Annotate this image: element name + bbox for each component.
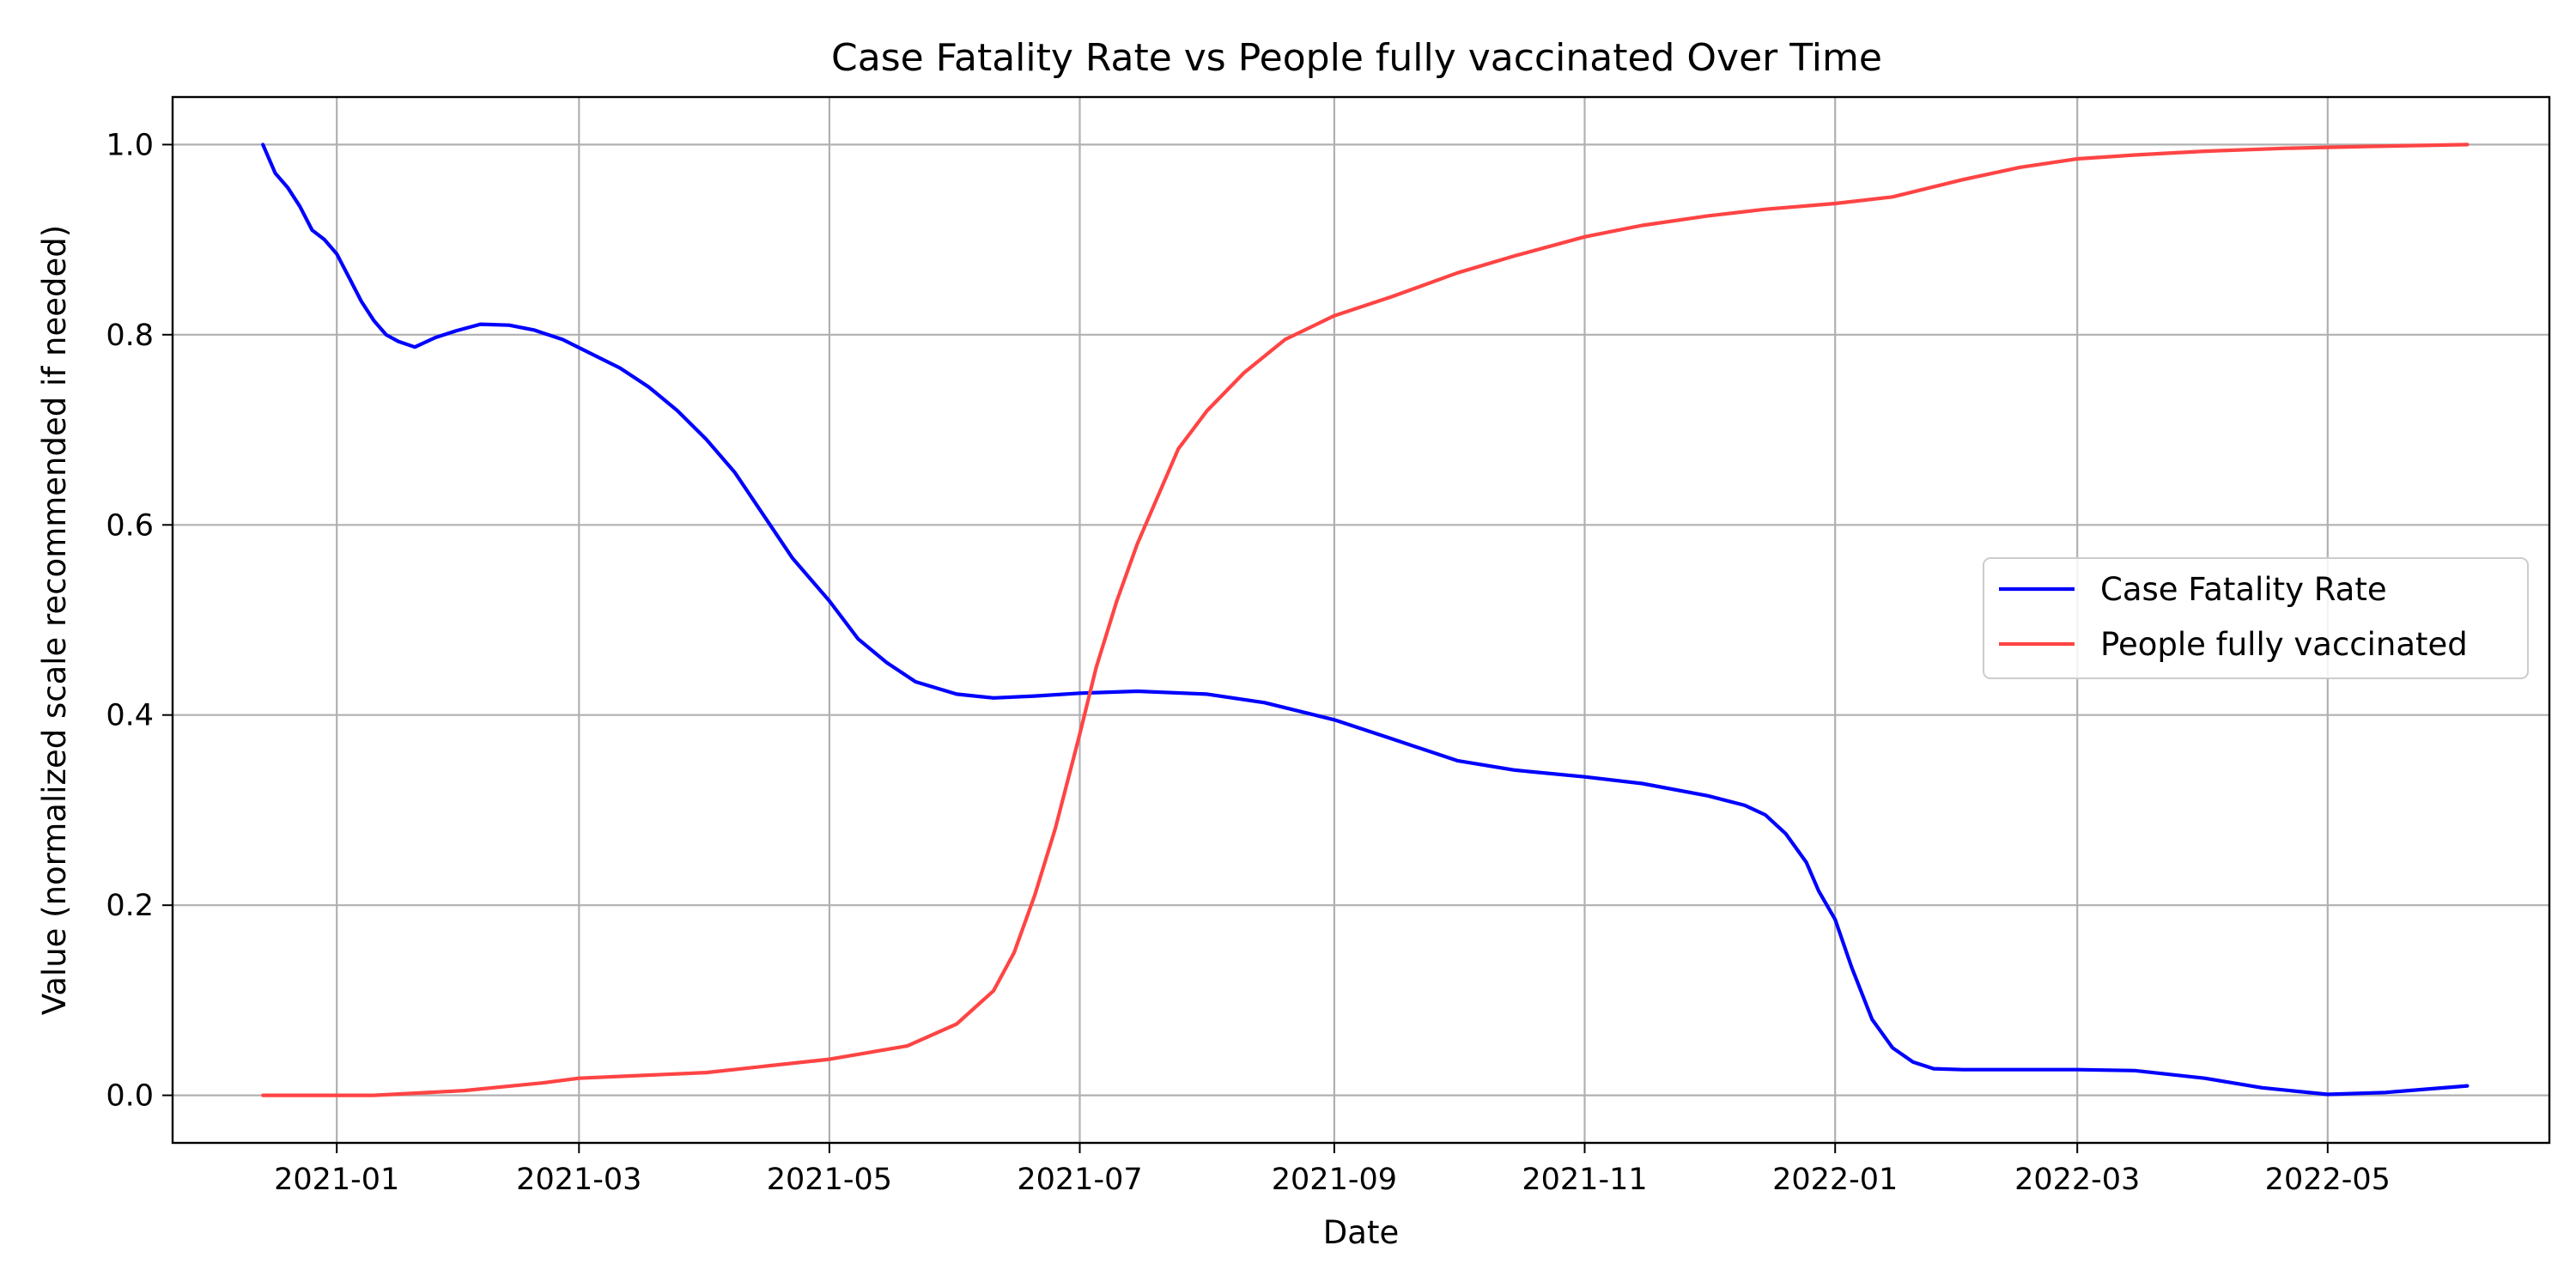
x-tick-label: 2022-05 <box>2265 1163 2391 1197</box>
x-axis-ticks: 2021-01 2021-03 2021-05 2021-07 2021-09 2021-… <box>274 1143 2391 1197</box>
y-tick-label: 0.8 <box>106 319 154 353</box>
y-axis-label: Value (normalized scale recommended if n… <box>36 225 73 1015</box>
chart-title: Case Fatality Rate vs People fully vacci… <box>831 36 1882 80</box>
x-tick-label: 2021-05 <box>767 1163 892 1197</box>
x-tick-label: 2021-11 <box>1522 1163 1647 1197</box>
x-tick-label: 2022-01 <box>1772 1163 1898 1197</box>
series-line-people-fully-vaccinated <box>261 143 2470 1097</box>
x-tick-label: 2022-03 <box>2014 1163 2140 1197</box>
legend-label-case-fatality-rate: Case Fatality Rate <box>2100 571 2387 608</box>
x-axis-label: Date <box>1323 1214 1399 1251</box>
legend-box <box>1983 557 2529 679</box>
x-tick-label: 2021-01 <box>274 1163 399 1197</box>
y-axis-ticks: 0.0 0.2 0.4 0.6 0.8 1.0 <box>106 128 173 1114</box>
legend-label-people-fully-vaccinated: People fully vaccinated <box>2100 626 2468 663</box>
y-tick-label: 0.0 <box>106 1079 154 1114</box>
grid <box>173 97 2549 1143</box>
series-line-case-fatality-rate <box>261 143 2470 1097</box>
x-tick-label: 2021-07 <box>1017 1163 1142 1197</box>
y-tick-label: 1.0 <box>106 128 154 162</box>
x-tick-label: 2021-03 <box>516 1163 641 1197</box>
y-tick-label: 0.4 <box>106 699 154 733</box>
y-tick-label: 0.6 <box>106 508 154 543</box>
plot-frame <box>171 95 2551 1145</box>
y-tick-label: 0.2 <box>106 889 154 923</box>
series-layer <box>261 143 2470 1097</box>
legend: Case Fatality Rate People fully vaccinat… <box>1983 557 2529 679</box>
x-tick-label: 2021-09 <box>1272 1163 1397 1197</box>
